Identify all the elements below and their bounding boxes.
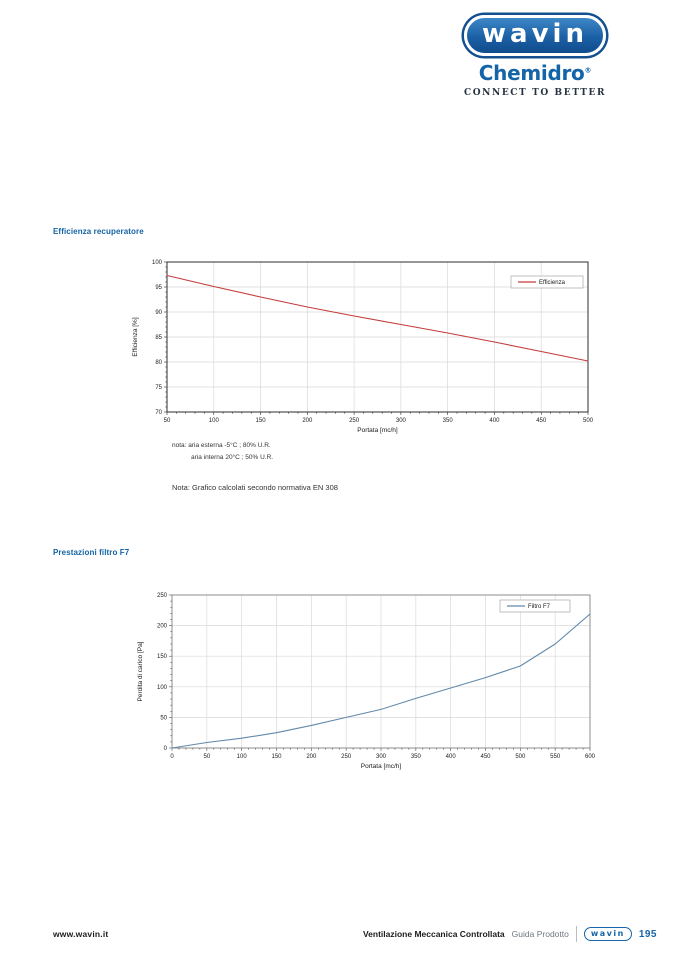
svg-text:300: 300 [396, 418, 407, 424]
efficienza-chart: 50 100 150 200 250 300 350 400 450 500 70 75 80 85 90 9… [132, 260, 594, 434]
svg-text:50: 50 [160, 715, 167, 721]
svg-text:Filtro F7: Filtro F7 [528, 604, 551, 610]
svg-text:0: 0 [170, 754, 174, 760]
header-brand-block: wavin Chemidro® CONNECT TO BETTER [455, 15, 615, 98]
svg-text:350: 350 [411, 754, 422, 760]
svg-text:150: 150 [271, 754, 282, 760]
chart-legend: Efficienza [510, 275, 584, 289]
svg-text:75: 75 [155, 385, 162, 391]
chart-tick-labels: 50 100 150 200 250 300 350 400 450 500 70 75 80 85 90 9… [152, 260, 594, 424]
svg-text:450: 450 [536, 418, 547, 424]
section-title-filtro-f7: Prestazioni filtro F7 [53, 548, 130, 557]
footer-doc-title: Ventilazione Meccanica Controllata [362, 929, 505, 939]
wavin-logo: wavin [464, 15, 606, 56]
footer-doc-subtitle: Guida Prodotto [511, 929, 569, 939]
wavin-logo-text: wavin [482, 19, 588, 49]
series-line-filtro-f7 [171, 613, 591, 749]
svg-text:150: 150 [157, 654, 168, 660]
svg-text:50: 50 [164, 418, 171, 424]
y-axis-title: Efficienza [%] [132, 317, 139, 356]
chart-ticks [169, 594, 591, 751]
section-title-efficienza: Efficienza recuperatore [53, 227, 144, 236]
chemidro-wordmark: Chemidro® [455, 61, 615, 85]
svg-text:450: 450 [480, 754, 491, 760]
chart-note-line-2: aria interna 20°C ; 50% U.R. [191, 454, 274, 461]
svg-text:500: 500 [515, 754, 526, 760]
footer-divider [575, 926, 577, 942]
footer-website-link[interactable]: www.wavin.it [53, 929, 109, 939]
svg-text:200: 200 [157, 624, 168, 630]
svg-text:250: 250 [341, 754, 352, 760]
svg-text:80: 80 [155, 360, 162, 366]
chart-grid [172, 595, 590, 748]
svg-text:Efficienza: Efficienza [539, 280, 566, 286]
svg-text:100: 100 [209, 418, 220, 424]
page-number: 195 [638, 928, 657, 940]
svg-text:0: 0 [164, 746, 168, 752]
svg-text:90: 90 [155, 310, 162, 316]
svg-text:100: 100 [237, 754, 248, 760]
y-axis-title: Perdita di carico [Pa] [137, 641, 144, 701]
footer-wavin-logo: wavin [583, 927, 632, 941]
chart-ticks [164, 261, 589, 415]
footer-right-block: Ventilazione Meccanica Controllata Guida… [363, 926, 657, 942]
svg-text:150: 150 [256, 418, 267, 424]
svg-text:200: 200 [306, 754, 317, 760]
chart-tick-labels: 0 50 100 150 200 250 300 350 400 450 500 550 600 0 50 1… [157, 593, 596, 760]
chemidro-text: Chemidro [478, 61, 585, 85]
svg-text:100: 100 [157, 685, 168, 691]
svg-text:70: 70 [155, 410, 162, 416]
svg-text:400: 400 [446, 754, 457, 760]
chart-legend: Filtro F7 [499, 599, 571, 613]
svg-text:100: 100 [152, 260, 163, 266]
svg-text:300: 300 [376, 754, 387, 760]
svg-text:350: 350 [443, 418, 454, 424]
svg-text:95: 95 [155, 285, 162, 291]
chart-note-line-1: nota: aria esterna -5°C ; 80% U.R. [172, 442, 271, 449]
svg-text:250: 250 [349, 418, 360, 424]
svg-text:85: 85 [155, 335, 162, 341]
svg-text:200: 200 [302, 418, 313, 424]
svg-text:50: 50 [203, 754, 210, 760]
svg-text:400: 400 [489, 418, 500, 424]
svg-text:250: 250 [157, 593, 168, 599]
x-axis-title: Portata [mc/h] [361, 763, 402, 770]
svg-text:550: 550 [550, 754, 561, 760]
series-line-efficienza [166, 274, 589, 362]
svg-text:600: 600 [585, 754, 596, 760]
svg-text:500: 500 [583, 418, 594, 424]
norm-note: Nota: Grafico calcolati secondo normativ… [172, 483, 338, 492]
registered-mark: ® [584, 66, 592, 75]
filtro-f7-chart: 0 50 100 150 200 250 300 350 400 450 500 550 600 0 50 1… [137, 593, 596, 770]
brand-tagline: CONNECT TO BETTER [463, 88, 607, 98]
x-axis-title: Portata [mc/h] [357, 427, 398, 434]
